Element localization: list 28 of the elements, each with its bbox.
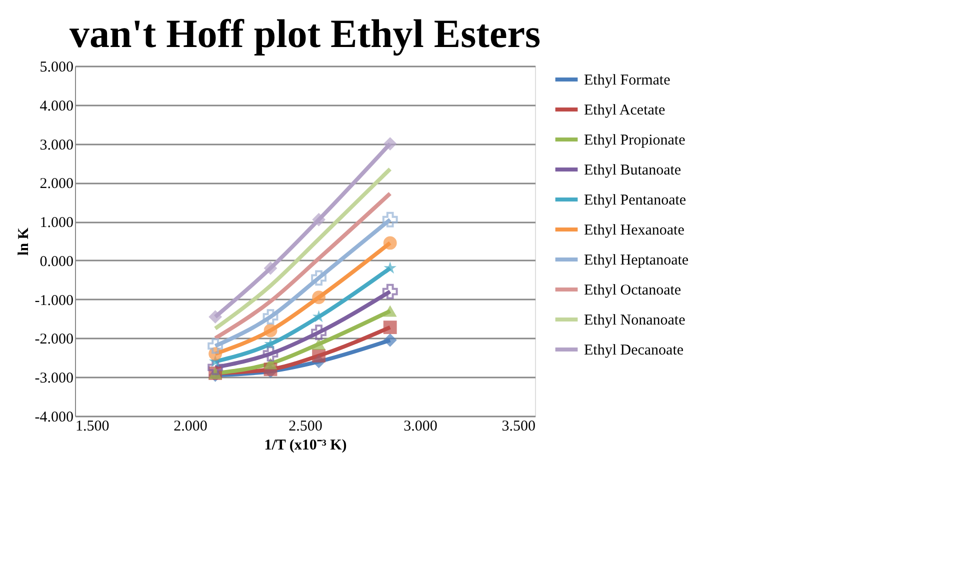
y-tick-label: -2.000 bbox=[34, 332, 74, 348]
x-tick-label: 2.500 bbox=[288, 418, 322, 434]
x-tick-label: 2.000 bbox=[174, 418, 208, 434]
y-axis-title: ln K bbox=[16, 227, 32, 256]
legend-label: Ethyl Decanoate bbox=[584, 342, 684, 358]
y-tick-label: 5.000 bbox=[40, 60, 74, 76]
legend-label: Ethyl Butanoate bbox=[584, 162, 682, 178]
y-tick-label: 2.000 bbox=[40, 176, 74, 192]
x-tick-label: 3.500 bbox=[502, 418, 536, 434]
legend-label: Ethyl Hexanoate bbox=[584, 222, 685, 238]
y-tick-label: 1.000 bbox=[40, 215, 74, 232]
legend-label: Ethyl Pentanoate bbox=[584, 192, 686, 208]
x-tick-label: 1.500 bbox=[76, 418, 110, 434]
legend-label: Ethyl Formate bbox=[584, 72, 671, 88]
legend-label: Ethyl Propionate bbox=[584, 132, 686, 148]
y-tick-label: 0.000 bbox=[40, 254, 74, 270]
legend-label: Ethyl Acetate bbox=[584, 102, 666, 118]
y-tick-label: -3.000 bbox=[34, 370, 74, 387]
y-tick-label: -1.000 bbox=[34, 292, 74, 309]
y-tick-label: 4.000 bbox=[40, 98, 74, 114]
legend-label: Ethyl Heptanoate bbox=[584, 252, 689, 268]
y-tick-label: -4.000 bbox=[34, 410, 74, 426]
legend-label: Ethyl Octanoate bbox=[584, 282, 682, 298]
y-tick-label: 3.000 bbox=[40, 137, 74, 154]
x-axis-title: 1/T (x10⁻³ K) bbox=[264, 438, 347, 454]
x-tick-label: 3.000 bbox=[404, 418, 438, 434]
chart-title: van't Hoff plot Ethyl Esters bbox=[69, 11, 541, 56]
legend-label: Ethyl Nonanoate bbox=[584, 312, 686, 328]
